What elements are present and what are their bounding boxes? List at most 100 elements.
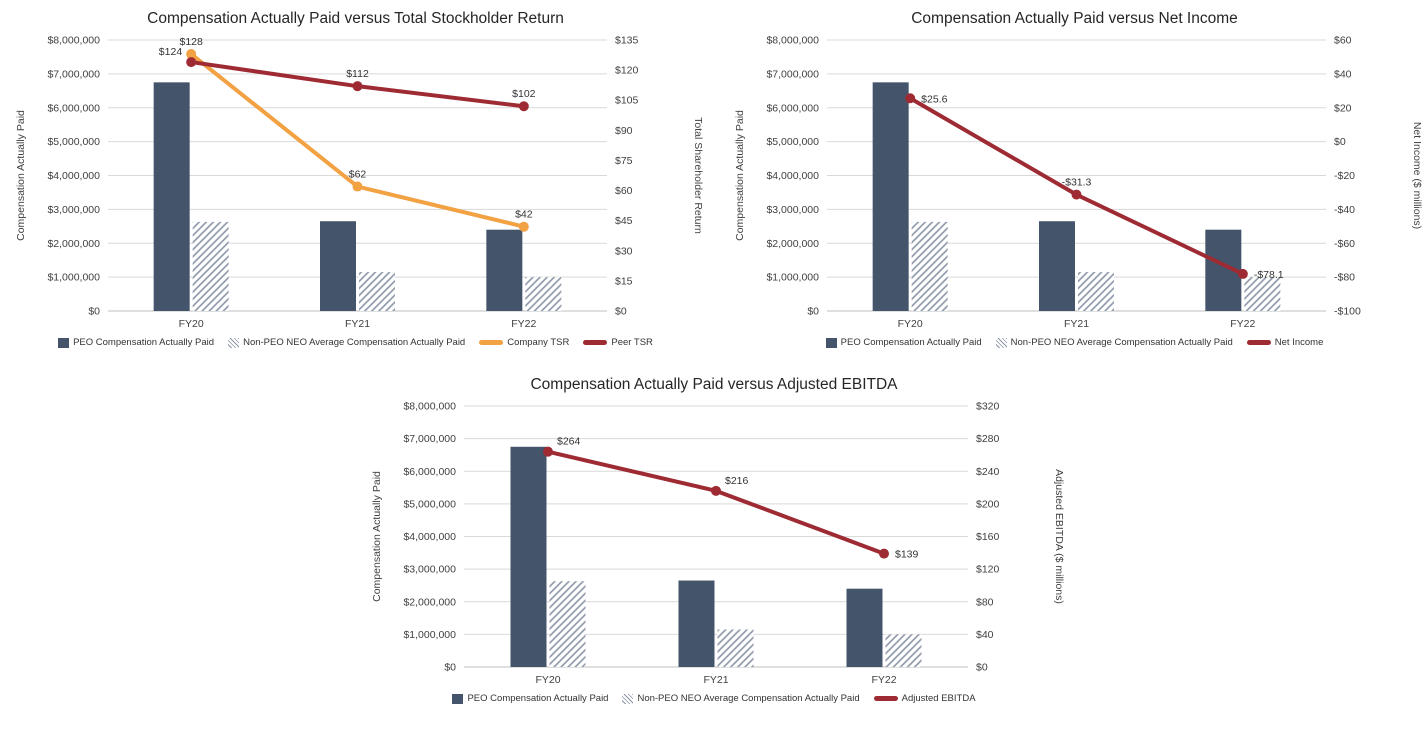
right-tick-label: -$60 [1334,238,1355,250]
category-label: FY21 [703,674,728,686]
line-marker [352,181,363,192]
category-label: FY20 [535,674,560,686]
data-label: $216 [725,475,749,487]
nonpeo-bar [1244,277,1281,311]
left-tick-label: $7,000,000 [47,68,100,80]
left-tick-label: $5,000,000 [403,498,456,510]
left-tick-label: $6,000,000 [403,466,456,478]
left-tick-label: $3,000,000 [403,564,456,576]
chart-title-net-income: Compensation Actually Paid versus Net In… [911,10,1238,27]
legend-label: Non-PEO NEO Average Compensation Actuall… [243,337,466,348]
legend-label: PEO Compensation Actually Paid [467,693,609,704]
left-tick-label: $0 [88,306,100,318]
top-charts-row: Compensation Actually Paid versus Total … [0,0,1428,348]
legend-item-peo: PEO Compensation Actually Paid [452,693,608,704]
line-marker [352,81,363,92]
legend-label: Non-PEO NEO Average Compensation Actuall… [637,693,860,704]
left-tick-label: $0 [444,662,456,674]
left-tick-label: $7,000,000 [403,433,456,445]
peo-bar [320,221,356,311]
left-axis-title: Compensation Actually Paid [734,110,746,241]
left-axis-title: Compensation Actually Paid [371,471,383,602]
bottom-charts-row: Compensation Actually Paid versus Adjust… [0,372,1428,704]
left-tick-label: $6,000,000 [766,102,819,114]
right-tick-label: -$20 [1334,170,1355,182]
right-tick-label: $0 [615,306,627,318]
right-tick-label: $80 [976,596,994,608]
company-tsr-line-swatch-icon [479,340,504,345]
data-label: $112 [346,68,369,80]
legend-net-income: PEO Compensation Actually Paid Non-PEO N… [825,337,1323,348]
legend-item-company-tsr: Company TSR [479,337,569,348]
right-tick-label: $30 [615,245,633,257]
data-label: $264 [557,436,581,448]
net-income-chart-svg: $0 $1,000,000 $2,000,000 $3,000,000 $4,000,0… [734,35,1422,331]
category-label: FY22 [511,318,536,330]
ebitda-chart-svg: $0 $1,000,000 $2,000,000 $3,000,000 $4,000,0… [371,401,1064,687]
legend-label: PEO Compensation Actually Paid [840,337,982,348]
tsr-chart-svg: $0 $1,000,000 $2,000,000 $3,000,000 $4,000,0… [15,35,703,331]
chart-net-income: Compensation Actually Paid versus Net In… [727,6,1422,348]
left-tick-label: $8,000,000 [403,401,456,413]
right-tick-label: $320 [976,401,1000,413]
line-marker [1071,189,1082,200]
left-tick-label: $1,000,000 [403,629,456,641]
peo-bar-swatch-icon [58,337,70,348]
net-income-line-swatch-icon [1246,340,1271,345]
peer-tsr-line-swatch-icon [583,340,608,345]
left-tick-label: $3,000,000 [766,204,819,216]
left-axis-title: Compensation Actually Paid [15,110,27,241]
right-tick-label: -$40 [1334,204,1355,216]
right-tick-label: $280 [976,433,1000,445]
right-tick-label: $40 [1334,68,1352,80]
right-tick-label: $60 [1334,35,1352,47]
right-tick-label: $120 [976,564,1000,576]
category-label: FY22 [1230,318,1255,330]
right-axis-title: Total Shareholder Return [692,117,703,234]
left-tick-label: $0 [807,306,819,318]
nonpeo-bar-swatch-icon [228,337,240,348]
category-label: FY22 [871,674,896,686]
line-marker [879,548,889,559]
line-marker [1237,268,1248,279]
data-label: $102 [512,88,536,100]
peo-bar [1039,221,1075,311]
peo-bar [678,580,715,667]
line-marker [543,446,553,457]
nonpeo-bar [717,629,754,667]
right-tick-label: -$100 [1334,306,1361,318]
right-tick-label: $200 [976,498,1000,510]
data-label: $124 [159,46,183,58]
nonpeo-bar-swatch-icon [995,337,1007,348]
nonpeo-bar [549,581,586,667]
left-tick-label: $6,000,000 [47,102,100,114]
right-tick-label: $40 [976,629,994,641]
legend-item-peo: PEO Compensation Actually Paid [825,337,982,348]
nonpeo-bar [1078,272,1114,311]
right-tick-label: $135 [615,35,639,47]
right-tick-label: $45 [615,215,633,227]
line-marker [518,101,529,112]
nonpeo-bar [359,272,395,311]
right-axis-title: Adjusted EBITDA ($ millions) [1053,469,1064,604]
legend-label: Adjusted EBITDA [901,693,976,704]
left-tick-label: $2,000,000 [47,238,100,250]
chart-tsr: Compensation Actually Paid versus Total … [8,6,703,348]
left-tick-label: $2,000,000 [766,238,819,250]
left-tick-label: $1,000,000 [766,272,819,284]
left-tick-label: $4,000,000 [403,531,456,543]
right-tick-label: $75 [615,155,633,167]
legend-item-net-income: Net Income [1246,337,1323,348]
chart-title-ebitda: Compensation Actually Paid versus Adjust… [530,376,898,393]
data-label: $128 [179,36,203,48]
peo-bar [153,82,190,311]
data-label: $139 [895,549,919,561]
right-tick-label: $240 [976,466,1000,478]
right-tick-label: $160 [976,531,1000,543]
legend-item-peer-tsr: Peer TSR [583,337,653,348]
right-tick-label: $120 [615,65,639,77]
left-tick-label: $7,000,000 [766,68,819,80]
chart-ebitda: Compensation Actually Paid versus Adjust… [364,372,1064,704]
data-label: $25.6 [921,93,947,105]
left-tick-label: $4,000,000 [766,170,819,182]
